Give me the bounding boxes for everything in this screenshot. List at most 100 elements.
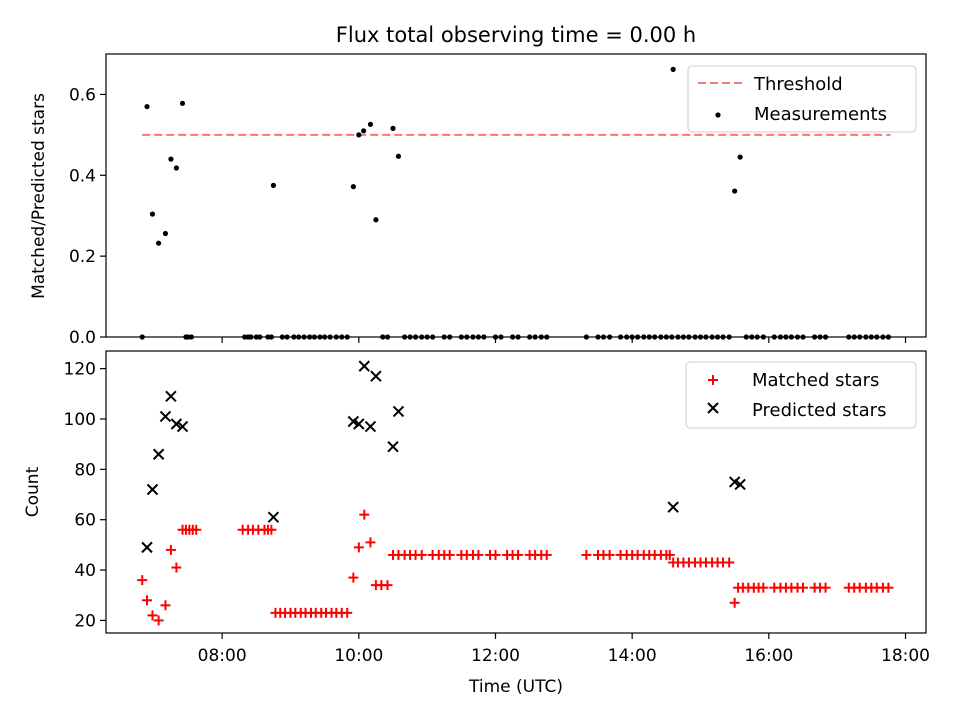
matched-star-point — [798, 582, 808, 593]
predicted-star-point — [159, 410, 172, 423]
measurements-series — [139, 66, 892, 340]
bottom-ytick-label: 120 — [64, 360, 96, 380]
predicted-star-point — [152, 448, 165, 460]
predicted-star-point — [387, 440, 399, 453]
matched-star-point — [365, 537, 376, 548]
predicted-star-point — [370, 370, 382, 382]
top-ytick-label: 0.0 — [69, 328, 96, 348]
top-legend: Threshold Measurements — [687, 65, 917, 133]
measurement-point — [737, 154, 743, 160]
matched-star-point — [604, 549, 615, 560]
predicted-star-point — [170, 418, 183, 430]
predicted-star-point — [667, 501, 679, 513]
xtick-label: 14:00 — [608, 646, 657, 666]
top-ylabel: Matched/Predicted stars — [29, 93, 49, 299]
legend-predicted-swatch — [707, 402, 719, 414]
bottom-ylabel: Count — [23, 466, 43, 517]
measurement-point — [361, 128, 367, 134]
measurement-point — [149, 211, 156, 217]
measurement-point — [395, 153, 402, 159]
measurement-point — [179, 100, 186, 106]
matched-star-point — [581, 549, 592, 560]
matched-star-point — [165, 544, 176, 555]
bottom-x-axis: 08:00 10:00 12:00 14:00 16:00 18:00 — [198, 633, 930, 666]
matched-star-point — [664, 549, 675, 560]
bottom-ytick-label: 80 — [74, 460, 96, 480]
measurement-point — [270, 182, 277, 188]
matched-star-point — [490, 549, 501, 560]
bottom-ytick-label: 20 — [74, 611, 96, 631]
measurement-point — [162, 230, 169, 237]
predicted-star-point — [165, 390, 177, 403]
matched-star-point — [382, 580, 393, 591]
matched-star-point — [147, 610, 158, 621]
measurement-point — [350, 184, 356, 190]
measurement-point — [173, 165, 179, 171]
matched-star-point — [348, 572, 359, 583]
matched-star-point — [171, 562, 182, 573]
matched-star-point — [359, 509, 370, 520]
measurement-point — [390, 125, 396, 131]
matched-star-point — [266, 524, 277, 535]
measurement-point — [156, 240, 162, 246]
xtick-label: 08:00 — [198, 646, 247, 666]
bottom-panel: 20 40 60 80 100 120 08:00 10:00 12:00 14:00 16:00… — [23, 350, 930, 697]
legend-measurements-label: Measurements — [754, 104, 887, 125]
bottom-ytick-label: 60 — [74, 511, 96, 531]
matched-star-point — [142, 595, 152, 606]
matched-star-point — [820, 582, 831, 593]
predicted-star-point — [353, 418, 365, 430]
top-ytick-label: 0.4 — [69, 166, 96, 186]
top-ytick-label: 0.2 — [69, 247, 96, 267]
legend-matched-label: Matched stars — [752, 370, 879, 391]
matched-star-point — [137, 575, 148, 586]
matched-star-point — [416, 549, 427, 560]
predicted-star-point — [358, 360, 371, 372]
measurement-point — [144, 103, 150, 110]
bottom-ytick-label: 100 — [64, 410, 96, 430]
bottom-y-axis: 20 40 60 80 100 120 — [64, 360, 106, 631]
predicted-star-point — [734, 478, 746, 491]
measurement-point — [670, 66, 676, 72]
figure-title: Flux total observing time = 0.00 h — [336, 23, 696, 47]
matched-star-point — [444, 549, 455, 560]
legend-matched-swatch — [708, 375, 718, 385]
predicted-star-point — [176, 420, 189, 433]
predicted-stars-series — [141, 360, 746, 554]
top-ytick-label: 0.6 — [69, 85, 96, 105]
matched-star-point — [153, 615, 164, 626]
matched-star-point — [473, 549, 484, 560]
matched-star-point — [191, 524, 202, 535]
matched-star-point — [729, 597, 740, 608]
xtick-label: 16:00 — [744, 646, 793, 666]
measurement-point — [367, 121, 374, 127]
top-y-axis: 0.0 0.2 0.4 0.6 — [69, 85, 106, 348]
predicted-star-point — [141, 541, 153, 554]
matched-star-point — [353, 542, 364, 553]
xtick-label: 12:00 — [471, 646, 520, 666]
legend-predicted-label: Predicted stars — [752, 400, 886, 421]
matched-star-point — [758, 582, 769, 593]
measurement-point — [373, 217, 379, 223]
matched-star-point — [513, 549, 524, 560]
predicted-star-point — [364, 420, 377, 433]
top-panel: 0.0 0.2 0.4 0.6 Matched/Predicted stars Thr… — [29, 53, 927, 348]
legend-threshold-label: Threshold — [753, 74, 843, 95]
predicted-star-point — [146, 483, 159, 496]
matched-star-point — [883, 582, 894, 593]
measurement-point — [732, 188, 738, 194]
matched-star-point — [342, 607, 353, 618]
matched-star-point — [724, 557, 735, 568]
measurement-point — [168, 156, 174, 162]
predicted-star-point — [267, 511, 280, 523]
bottom-legend: Matched stars Predicted stars — [685, 361, 917, 429]
bottom-ytick-label: 40 — [74, 561, 96, 581]
predicted-star-point — [392, 405, 405, 418]
matched-stars-series — [137, 509, 894, 626]
matched-star-point — [160, 600, 171, 611]
xtick-label: 10:00 — [334, 646, 383, 666]
xtick-label: 18:00 — [881, 646, 930, 666]
measurement-point — [356, 132, 362, 138]
x-axis-label: Time (UTC) — [468, 677, 563, 697]
